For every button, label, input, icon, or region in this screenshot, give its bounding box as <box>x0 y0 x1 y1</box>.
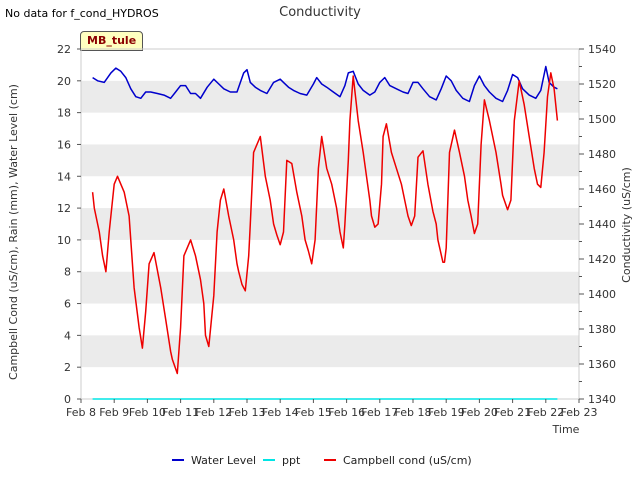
y-left-tick-label: 18 <box>57 107 71 120</box>
y-right-tick-label: 1400 <box>588 288 616 301</box>
x-tick-label: Feb 14 <box>262 406 299 419</box>
y-left-tick-label: 14 <box>57 170 71 183</box>
x-tick-label: Feb 9 <box>99 406 129 419</box>
series-line-water_level <box>92 65 558 103</box>
background-band <box>81 80 579 113</box>
x-tick-label: Feb 11 <box>162 406 199 419</box>
y-left-tick-label: 6 <box>64 298 71 311</box>
x-tick-label: Feb 8 <box>66 406 96 419</box>
y-right-tick-label: 1420 <box>588 253 616 266</box>
y-left-tick-label: 10 <box>57 234 71 247</box>
background-band <box>81 335 579 368</box>
plot-background-bands <box>81 80 579 368</box>
no-data-note: No data for f_cond_HYDROS <box>5 7 159 20</box>
y-left-tick-label: 16 <box>57 138 71 151</box>
legend-label-water_level: Water Level <box>191 454 256 467</box>
site-label-badge: MB_tule <box>80 31 144 51</box>
y-right-axis-label: Conductivity (uS/cm) <box>620 167 633 283</box>
x-tick-label: Feb 10 <box>129 406 166 419</box>
x-tick-label: Feb 15 <box>295 406 332 419</box>
y-right-tick-label: 1520 <box>588 78 616 91</box>
x-tick-label: Feb 13 <box>229 406 266 419</box>
y-right-tick-label: 1460 <box>588 183 616 196</box>
y-left-tick-label: 22 <box>57 43 71 56</box>
y-left-tick-label: 4 <box>64 329 71 342</box>
y-right-tick-label: 1500 <box>588 113 616 126</box>
series-line-cond <box>91 72 559 375</box>
y-right-tick-label: 1380 <box>588 323 616 336</box>
x-tick-label: Feb 21 <box>494 406 531 419</box>
y-left-tick-label: 8 <box>64 266 71 279</box>
x-tick-label: Feb 12 <box>195 406 232 419</box>
legend-label-ppt: ppt <box>282 454 301 467</box>
y-right-tick-label: 1360 <box>588 358 616 371</box>
y-left-tick-label: 12 <box>57 202 71 215</box>
chart-title: Conductivity <box>279 5 361 20</box>
x-tick-label: Feb 16 <box>328 406 365 419</box>
y-right-axis-ticks: 1340 1360 1380 1400 1420 1440 1460 1480 1500 1520… <box>579 43 616 406</box>
background-band <box>81 144 579 177</box>
y-right-tick-label: 1540 <box>588 43 616 56</box>
series-layer <box>91 65 559 400</box>
x-axis-label: Time <box>552 423 580 436</box>
background-band <box>81 208 579 240</box>
y-left-axis-label: Campbell Cond (uS/cm), Rain (mm), Water … <box>7 84 20 380</box>
legend-label-cond: Campbell cond (uS/cm) <box>343 454 472 467</box>
x-tick-label: Feb 23 <box>561 406 598 419</box>
y-right-tick-label: 1440 <box>588 218 616 231</box>
x-tick-label: Feb 20 <box>461 406 498 419</box>
y-left-tick-label: 20 <box>57 75 71 88</box>
x-tick-label: Feb 17 <box>361 406 398 419</box>
x-tick-label: Feb 19 <box>428 406 465 419</box>
y-right-tick-label: 1340 <box>588 393 616 406</box>
x-tick-label: Feb 18 <box>395 406 432 419</box>
x-tick-label: Feb 22 <box>527 406 564 419</box>
legend: Water Level ppt Campbell cond (uS/cm) <box>172 454 472 467</box>
y-left-tick-label: 2 <box>64 361 71 374</box>
background-band <box>81 271 579 304</box>
y-right-tick-label: 1480 <box>588 148 616 161</box>
y-left-tick-label: 0 <box>64 393 71 406</box>
y-left-axis-ticks: 0 2 4 6 8 10 12 14 16 18 20 22 <box>57 43 81 406</box>
